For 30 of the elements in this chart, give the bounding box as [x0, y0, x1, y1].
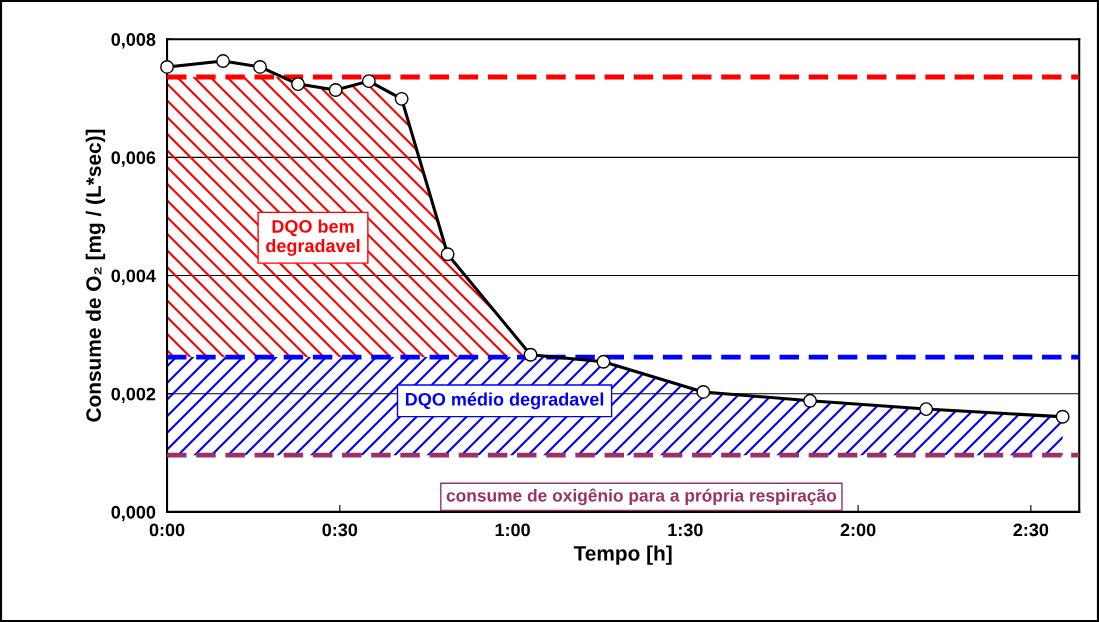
y-tick-label: 0,006 — [111, 151, 156, 167]
point — [919, 402, 934, 417]
x-axis-title: Tempo [h] — [573, 545, 672, 565]
band-label: DQO médio degradavel — [405, 392, 604, 410]
x-tick-label: 2:30 — [1013, 523, 1049, 537]
x-tick-label: 2:00 — [840, 523, 876, 537]
point — [696, 385, 711, 399]
point — [328, 83, 343, 97]
x-tick-label: 0:00 — [149, 523, 185, 537]
point — [361, 74, 376, 89]
point — [160, 60, 174, 74]
point — [253, 60, 267, 74]
y-tick-label: 0,000 — [111, 505, 156, 522]
ref-line-label: consume de oxigênio para a própria respiração — [446, 488, 837, 506]
point — [1055, 409, 1070, 424]
point — [394, 91, 409, 106]
y-axis-title: Consume de O₂ [mg / (L*sec)] — [85, 129, 106, 422]
y-tick-label: 0,002 — [111, 387, 156, 404]
point — [523, 347, 538, 362]
x-tick-label: 0:30 — [322, 523, 358, 537]
y-tick-label: 0,004 — [111, 269, 156, 285]
point — [216, 54, 230, 68]
point — [440, 247, 455, 262]
band-label: DQO bem degradavel — [266, 219, 360, 256]
point — [291, 77, 305, 92]
point — [596, 354, 611, 369]
point — [803, 393, 818, 408]
x-tick-label: 1:00 — [495, 523, 530, 537]
x-tick-label: 1:30 — [668, 523, 703, 537]
y-tick-label: 0,008 — [111, 33, 156, 49]
